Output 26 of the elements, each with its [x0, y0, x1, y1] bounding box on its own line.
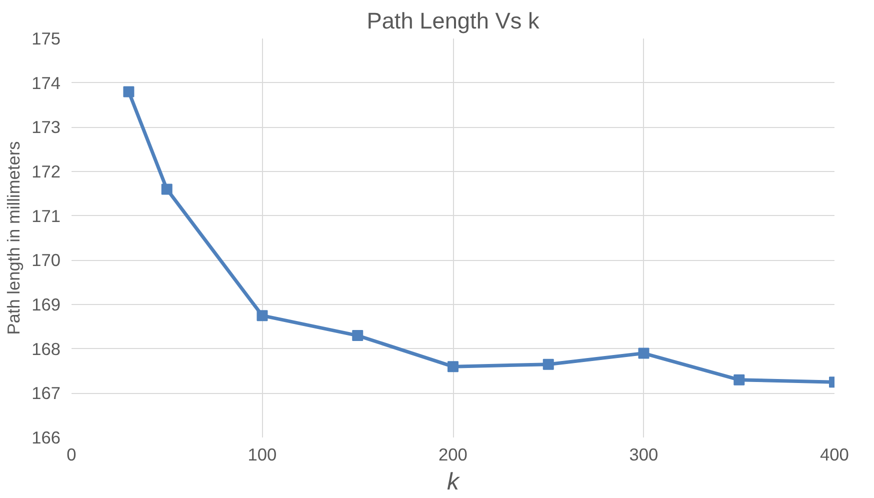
y-tick-label: 169	[32, 294, 61, 314]
point	[448, 361, 458, 372]
x-tick-label: 0	[66, 444, 76, 464]
x-tick-label: 100	[248, 444, 277, 464]
y-tick-label: 172	[32, 162, 61, 182]
y-tick-label: 174	[32, 72, 61, 93]
point	[352, 330, 364, 342]
x-tick-label: 300	[629, 444, 658, 464]
chart-title: Path Length Vs k	[366, 8, 540, 34]
point	[161, 184, 172, 195]
x-axis-title: k	[447, 468, 461, 496]
point	[734, 374, 745, 386]
y-tick-label: 167	[32, 383, 61, 404]
x-tick-label: 200	[438, 444, 468, 464]
y-tick-label: 166	[32, 428, 61, 448]
y-tick-label: 168	[32, 338, 61, 359]
y-tick-label: 175	[32, 28, 61, 48]
point	[542, 358, 554, 370]
y-tick-label: 170	[32, 250, 61, 270]
x-tick-label: 400	[820, 444, 849, 464]
point	[256, 310, 268, 322]
y-tick-label: 171	[32, 206, 61, 226]
y-axis-title: Path length in millimeters	[4, 140, 24, 335]
y-tick-label: 173	[32, 117, 61, 138]
point	[638, 348, 650, 359]
point	[123, 86, 134, 98]
